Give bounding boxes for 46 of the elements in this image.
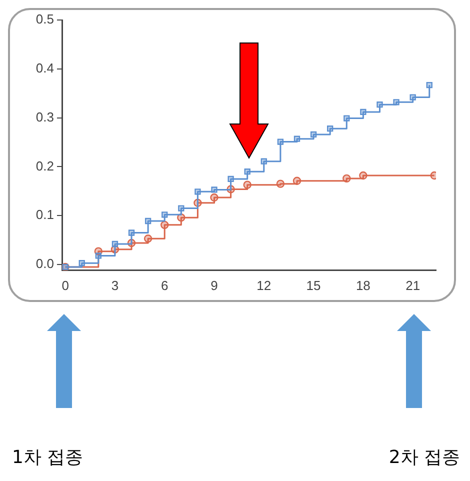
point bbox=[277, 138, 284, 145]
point bbox=[276, 180, 285, 188]
point bbox=[244, 168, 250, 175]
point bbox=[342, 174, 351, 183]
point bbox=[393, 99, 400, 106]
point bbox=[360, 108, 366, 116]
point bbox=[95, 252, 102, 259]
x-tick-label: 18 bbox=[356, 278, 370, 293]
x-tick-label: 12 bbox=[256, 278, 272, 293]
point bbox=[327, 125, 334, 132]
point bbox=[260, 158, 267, 164]
point bbox=[178, 205, 184, 212]
y-tick-label: 0.4 bbox=[36, 60, 54, 76]
point bbox=[162, 212, 168, 218]
point bbox=[228, 176, 234, 182]
point bbox=[376, 102, 383, 108]
point bbox=[160, 220, 169, 230]
y-tick-label: 0.3 bbox=[36, 109, 54, 124]
point bbox=[344, 115, 350, 122]
point bbox=[194, 188, 201, 195]
point bbox=[112, 240, 118, 248]
point bbox=[211, 186, 218, 193]
y-tick-label: 0.0 bbox=[36, 256, 54, 272]
x-tick-label: 9 bbox=[210, 278, 218, 293]
point bbox=[210, 193, 218, 202]
text: 1차 접종 bbox=[12, 446, 84, 469]
x-tick-label: 3 bbox=[111, 278, 119, 293]
y-tick-label: 0.1 bbox=[36, 207, 54, 222]
text: 2차 접종 bbox=[388, 446, 460, 469]
x-tick-label: 21 bbox=[406, 278, 420, 293]
point bbox=[359, 171, 368, 180]
point bbox=[292, 176, 302, 185]
x-tick-label: 6 bbox=[160, 278, 168, 293]
point bbox=[243, 180, 252, 189]
point bbox=[294, 136, 300, 142]
point bbox=[144, 234, 152, 243]
y-tick-label: 0.5 bbox=[36, 12, 54, 27]
x-tick-label: 15 bbox=[306, 278, 321, 293]
point bbox=[310, 131, 317, 138]
y-tick-label: 0.2 bbox=[36, 158, 54, 174]
point bbox=[128, 230, 135, 236]
point bbox=[426, 82, 432, 88]
point bbox=[410, 94, 416, 100]
point bbox=[144, 218, 152, 224]
point bbox=[78, 260, 85, 266]
x-tick-label: 0 bbox=[62, 278, 69, 293]
